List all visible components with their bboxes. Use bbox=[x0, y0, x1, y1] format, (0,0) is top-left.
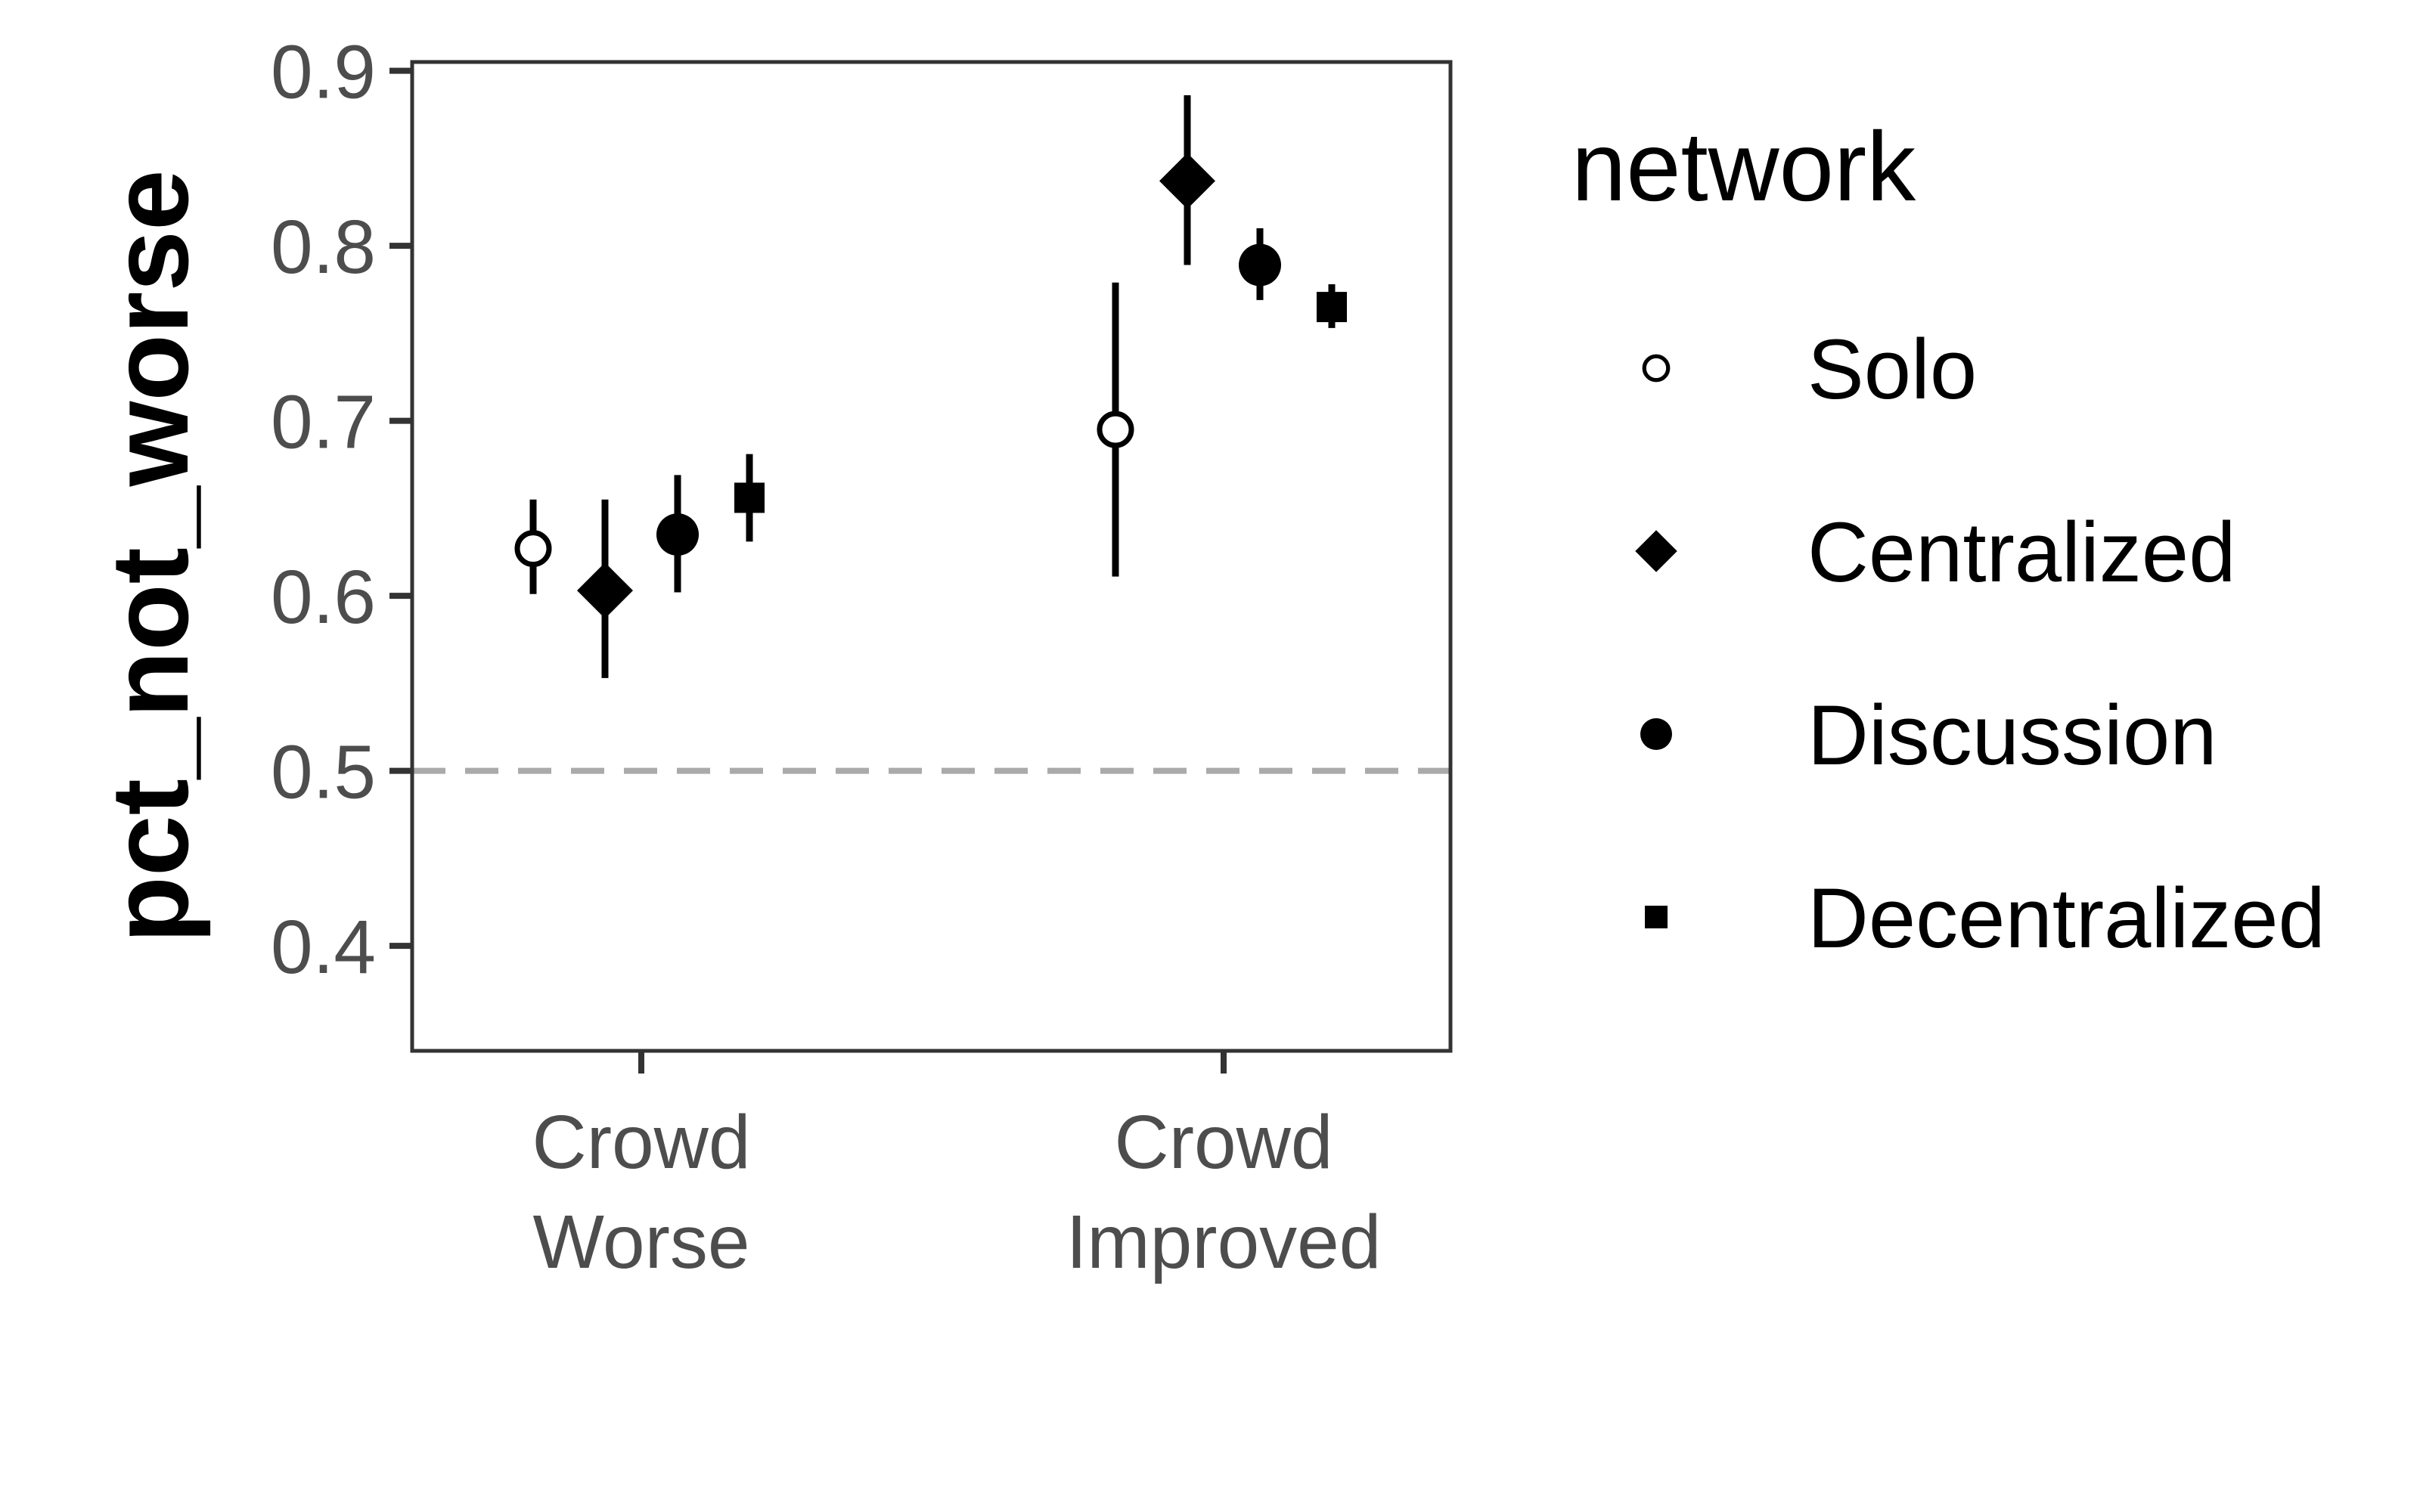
legend-title: network bbox=[1571, 111, 1916, 222]
x-tick-label: Improved bbox=[1066, 1200, 1382, 1284]
y-tick-label: 0.6 bbox=[271, 555, 376, 640]
plot-panel-border bbox=[410, 60, 1453, 1053]
x-tick-label: Crowd bbox=[1115, 1100, 1333, 1185]
point-marker bbox=[514, 530, 552, 568]
legend-label: Solo bbox=[1807, 322, 1977, 417]
y-tick-label: 0.8 bbox=[271, 205, 376, 290]
point-marker bbox=[1159, 153, 1215, 209]
point-marker bbox=[1239, 243, 1281, 287]
point-marker bbox=[1317, 292, 1347, 323]
point-marker bbox=[734, 482, 765, 513]
legend-label: Decentralized bbox=[1807, 871, 2325, 965]
y-tick-label: 0.9 bbox=[271, 30, 376, 115]
legend-key bbox=[1635, 530, 1677, 572]
y-tick-label: 0.4 bbox=[271, 905, 376, 990]
data-marks bbox=[514, 94, 1347, 678]
point-marker bbox=[1097, 411, 1134, 448]
y-axis: 0.4 0.5 0.6 0.7 0.8 0.9 bbox=[271, 30, 412, 990]
legend-key bbox=[1645, 906, 1668, 928]
x-axis: Crowd Worse Crowd Improved bbox=[532, 1051, 1382, 1284]
legend-label: Discussion bbox=[1807, 688, 2217, 782]
legend-label: Centralized bbox=[1807, 505, 2236, 600]
y-tick-label: 0.7 bbox=[271, 380, 376, 465]
point-marker bbox=[577, 562, 633, 619]
legend: Solo Centralized Discussion Decentralized bbox=[1635, 322, 2325, 965]
legend-key bbox=[1642, 354, 1671, 383]
point-marker bbox=[656, 513, 699, 556]
y-axis-title: pct_not_worse bbox=[88, 169, 211, 943]
x-tick-label: Worse bbox=[532, 1200, 749, 1284]
y-tick-label: 0.5 bbox=[271, 730, 376, 815]
x-tick-label: Crowd bbox=[532, 1100, 751, 1185]
legend-key bbox=[1640, 718, 1672, 750]
